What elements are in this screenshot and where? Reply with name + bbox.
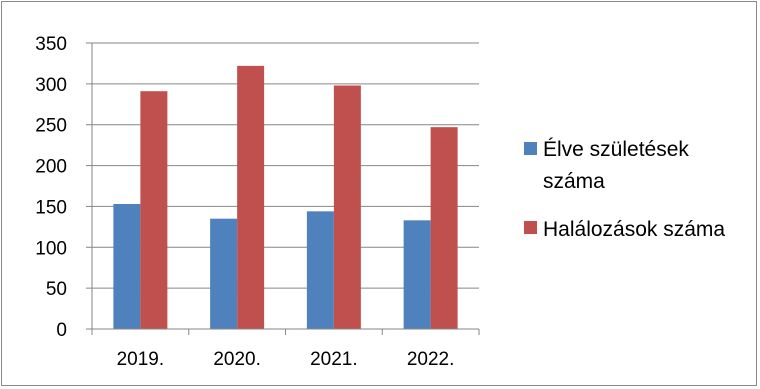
legend-label-deaths: Halálozások száma: [543, 218, 725, 241]
y-tick-label: 350: [35, 34, 67, 55]
legend-swatch-births: [524, 142, 537, 155]
bar-deaths-2020: [237, 65, 265, 329]
x-tick-label: 2021.: [310, 349, 358, 370]
axes: [86, 42, 480, 335]
y-tick-label: 100: [35, 238, 67, 259]
legend-swatch-deaths: [524, 221, 537, 234]
bar-deaths-2021: [333, 85, 361, 330]
y-tick-label: 300: [35, 75, 67, 96]
bar-births-2020: [210, 218, 238, 329]
y-tick-label: 250: [35, 116, 67, 137]
x-axis-tick-labels: 2019. 2020. 2021. 2022.: [117, 349, 455, 370]
bars: [113, 65, 458, 330]
bar-deaths-2019: [140, 91, 168, 329]
bar-births-2021: [306, 211, 334, 329]
x-tick-label: 2019.: [117, 349, 165, 370]
bar-births-2019: [113, 203, 141, 329]
y-tick-label: 200: [35, 157, 67, 178]
bar-deaths-2022: [430, 127, 458, 329]
y-tick-label: 50: [46, 279, 67, 300]
x-tick-label: 2020.: [213, 349, 261, 370]
x-tick-label: 2022.: [407, 349, 455, 370]
legend-label-births: Élve születések: [543, 138, 689, 161]
legend-label-births: száma: [543, 170, 605, 193]
y-tick-label: 150: [35, 197, 67, 218]
y-axis-tick-labels: 0 50 100 150 200 250 300 350: [35, 34, 67, 341]
y-tick-label: 0: [56, 320, 67, 341]
bar-births-2022: [403, 220, 431, 329]
legend: Élve születések száma Halálozások száma: [524, 138, 725, 241]
